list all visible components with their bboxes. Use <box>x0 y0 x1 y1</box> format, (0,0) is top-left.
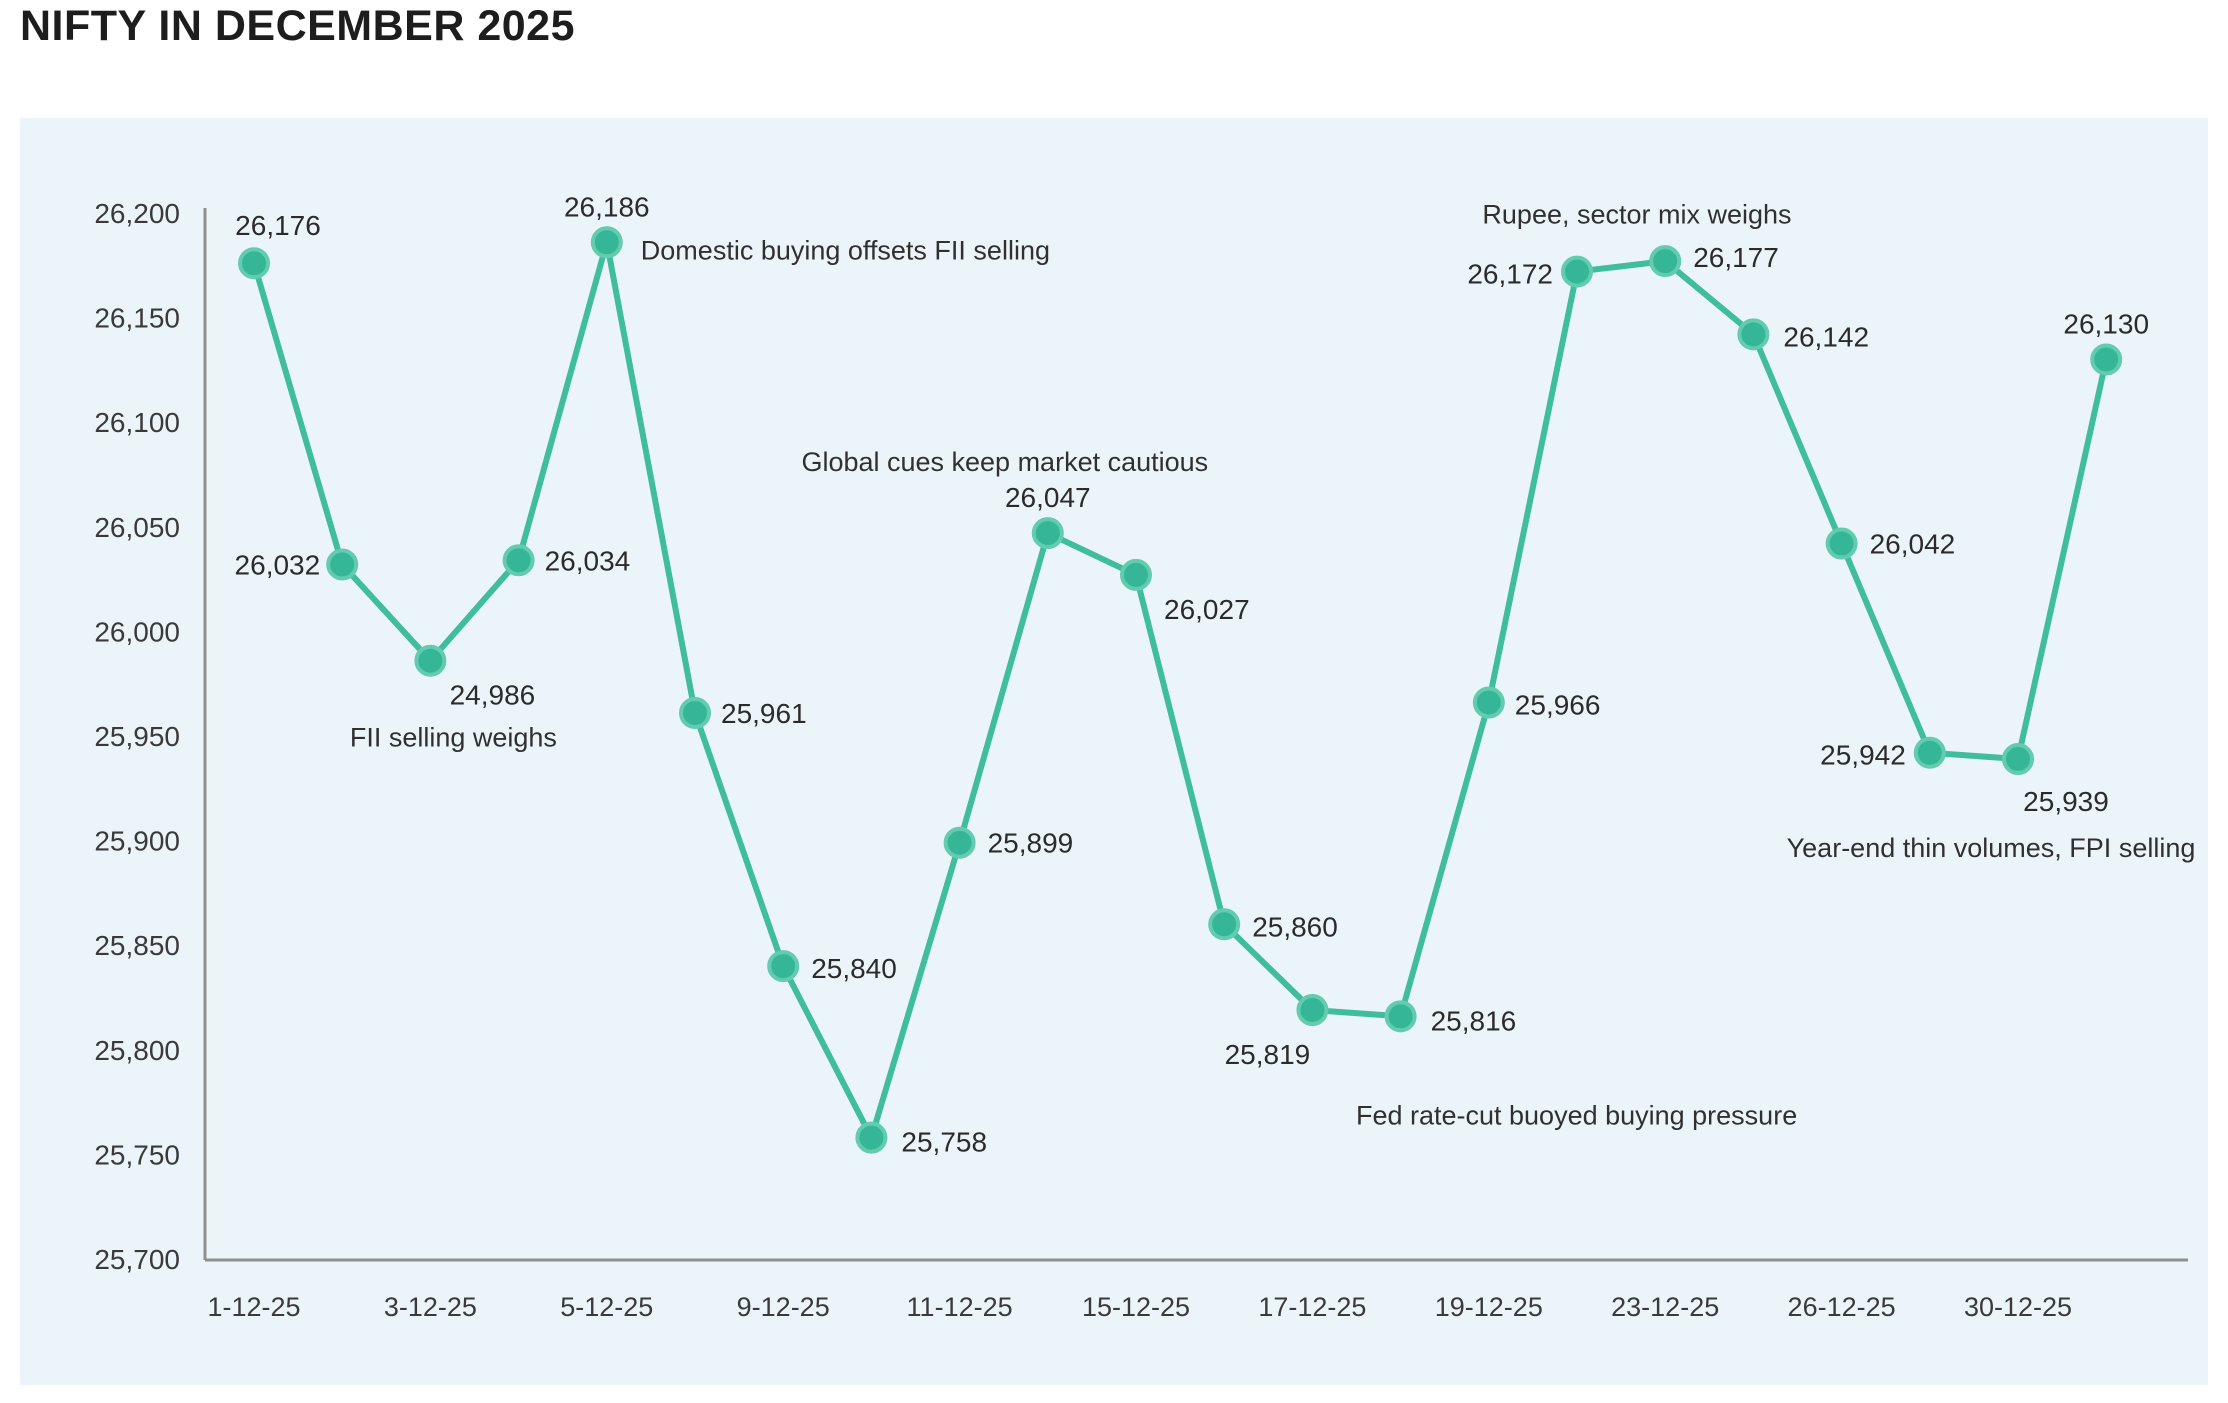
x-axis-tick-label: 30-12-25 <box>1964 1292 2072 1322</box>
x-axis-tick-label: 9-12-25 <box>737 1292 830 1322</box>
y-axis-tick-label: 26,150 <box>94 303 180 334</box>
data-point-label: 26,032 <box>235 549 321 580</box>
data-point[interactable] <box>1384 1000 1417 1033</box>
y-axis-tick-label: 25,850 <box>94 930 180 961</box>
data-point[interactable] <box>1031 517 1064 550</box>
data-point[interactable] <box>326 548 359 581</box>
y-axis-tick-label: 26,200 <box>94 198 180 229</box>
chart-panel: 26,200 26,150 26,100 26,050 26,000 25,950 25,9… <box>20 118 2208 1385</box>
x-axis-tick-label: 17-12-25 <box>1258 1292 1366 1322</box>
data-point[interactable] <box>590 226 623 259</box>
data-point-label: 26,027 <box>1164 594 1250 625</box>
data-point[interactable] <box>2002 743 2034 776</box>
data-point[interactable] <box>2090 343 2123 376</box>
data-point-label: 25,840 <box>811 953 897 984</box>
annotation-text: Fed rate-cut buoyed buying pressure <box>1356 1100 1797 1130</box>
page-title: NIFTY IN DECEMBER 2025 <box>20 2 576 50</box>
annotation-text: FII selling weighs <box>350 723 557 753</box>
x-axis-tick-label: 1-12-25 <box>207 1292 300 1322</box>
y-axis-tick-label: 25,900 <box>94 826 180 857</box>
data-point-label: 26,130 <box>2063 308 2149 339</box>
annotation-text: Year-end thin volumes, FPI selling <box>1787 833 2196 863</box>
data-point-label: 25,961 <box>721 698 807 729</box>
data-point-label: 26,186 <box>564 191 650 222</box>
data-point-label: 24,986 <box>450 680 536 711</box>
x-axis-tick-label: 5-12-25 <box>560 1292 653 1322</box>
data-point-label: 25,816 <box>1431 1005 1517 1036</box>
x-axis-tick-label: 3-12-25 <box>384 1292 477 1322</box>
data-point[interactable] <box>679 696 711 729</box>
data-point[interactable] <box>1296 994 1329 1027</box>
data-point-label: 25,899 <box>988 828 1074 859</box>
data-point-label: 25,942 <box>1820 740 1906 771</box>
data-point-label: 26,176 <box>235 210 321 241</box>
y-axis-tick-label: 26,100 <box>94 407 180 438</box>
x-axis-tick-label: 26-12-25 <box>1788 1292 1896 1322</box>
data-point[interactable] <box>1120 558 1152 591</box>
annotation-text: Rupee, sector mix weighs <box>1482 200 1791 230</box>
annotation-text: Global cues keep market cautious <box>801 447 1208 477</box>
data-point[interactable] <box>238 247 270 280</box>
data-point-label: 25,939 <box>2023 786 2109 817</box>
x-axis-tick-label: 15-12-25 <box>1082 1292 1190 1322</box>
data-point[interactable] <box>767 950 800 983</box>
data-point[interactable] <box>414 644 447 677</box>
y-axis-tick-label: 25,750 <box>94 1139 180 1170</box>
data-point-label: 25,860 <box>1252 911 1338 942</box>
data-point[interactable] <box>1913 736 1946 769</box>
data-point[interactable] <box>855 1121 888 1154</box>
data-point[interactable] <box>1208 908 1241 941</box>
y-axis-tick-label: 25,800 <box>94 1035 180 1066</box>
x-axis-tick-label: 19-12-25 <box>1435 1292 1543 1322</box>
data-point-label: 26,042 <box>1870 529 1956 560</box>
data-point[interactable] <box>1825 527 1858 560</box>
data-point-label: 26,047 <box>1005 482 1091 513</box>
data-point-label: 25,819 <box>1225 1039 1311 1070</box>
data-point[interactable] <box>502 544 535 577</box>
y-axis-tick-label: 25,950 <box>94 721 180 752</box>
x-axis-tick-label: 11-12-25 <box>907 1292 1013 1322</box>
data-point-label: 25,758 <box>901 1127 987 1158</box>
data-point-label: 25,966 <box>1515 690 1601 721</box>
data-point-label: 26,142 <box>1783 321 1869 352</box>
y-axis-tick-label: 26,050 <box>94 512 180 543</box>
data-point-label: 26,177 <box>1693 242 1779 273</box>
y-axis-tick-label: 25,700 <box>94 1244 180 1275</box>
data-point-label: 26,034 <box>545 545 631 576</box>
nifty-line-chart: 26,200 26,150 26,100 26,050 26,000 25,950 25,9… <box>94 191 2196 1322</box>
data-point[interactable] <box>1472 686 1505 719</box>
data-point[interactable] <box>1649 245 1682 278</box>
x-axis-tick-label: 23-12-25 <box>1611 1292 1719 1322</box>
data-point[interactable] <box>1737 318 1770 351</box>
y-axis-tick-label: 26,000 <box>94 616 180 647</box>
data-point[interactable] <box>1561 255 1593 288</box>
data-point[interactable] <box>943 826 976 859</box>
series-line <box>251 239 2110 1141</box>
annotation-text: Domestic buying offsets FII selling <box>641 235 1050 265</box>
data-point-label: 26,172 <box>1467 259 1553 290</box>
